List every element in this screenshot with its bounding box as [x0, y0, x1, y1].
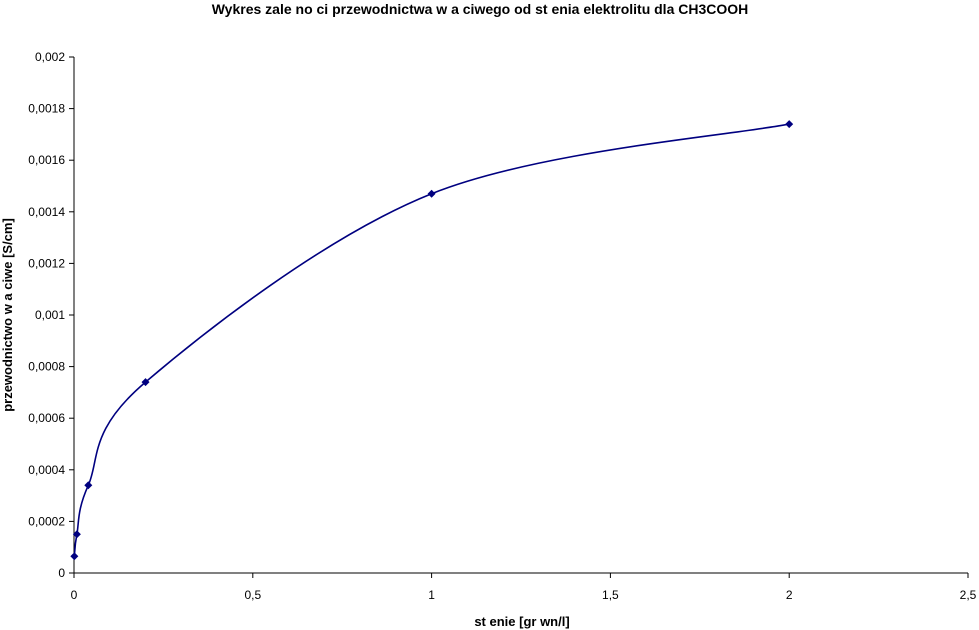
y-tick-label: 0,0016 — [28, 153, 65, 167]
x-tick-label: 2,5 — [960, 588, 977, 602]
y-tick-label: 0,0002 — [28, 514, 65, 528]
x-axis-label: st enie [gr wn/l] — [474, 614, 569, 629]
y-tick-label: 0,0014 — [28, 205, 65, 219]
series-group — [70, 120, 794, 561]
data-point-marker — [427, 189, 436, 198]
data-point-marker — [785, 120, 794, 129]
y-tick-label: 0,0008 — [28, 360, 65, 374]
y-tick-label: 0,0018 — [28, 102, 65, 116]
x-tick-label: 1 — [428, 588, 435, 602]
y-tick-label: 0,001 — [35, 308, 65, 322]
y-tick-label: 0,0004 — [28, 463, 65, 477]
axes — [73, 57, 968, 574]
y-tick-label: 0,0006 — [28, 411, 65, 425]
x-tick-label: 0,5 — [244, 588, 261, 602]
y-axis-label: przewodnictwo w a ciwe [S/cm] — [0, 218, 15, 412]
x-tick-label: 2 — [786, 588, 793, 602]
y-ticks: 0 0,0002 0,0004 0,0006 0,0008 0,001 0,0012 0,00… — [28, 50, 74, 580]
y-tick-label: 0 — [58, 566, 65, 580]
y-tick-label: 0,0012 — [28, 256, 65, 270]
x-tick-label: 0 — [71, 588, 78, 602]
chart-title: Wykres zale no ci przewodnictwa w a ciwe… — [212, 1, 749, 17]
data-point-marker — [84, 481, 93, 490]
data-point-marker — [72, 530, 81, 539]
data-point-marker — [70, 552, 79, 561]
x-tick-label: 1,5 — [602, 588, 619, 602]
x-ticks: 0 0,5 1 1,5 2 2,5 — [71, 573, 977, 602]
y-tick-label: 0,002 — [35, 50, 65, 64]
series-line — [73, 123, 790, 557]
data-point-marker — [141, 378, 150, 387]
